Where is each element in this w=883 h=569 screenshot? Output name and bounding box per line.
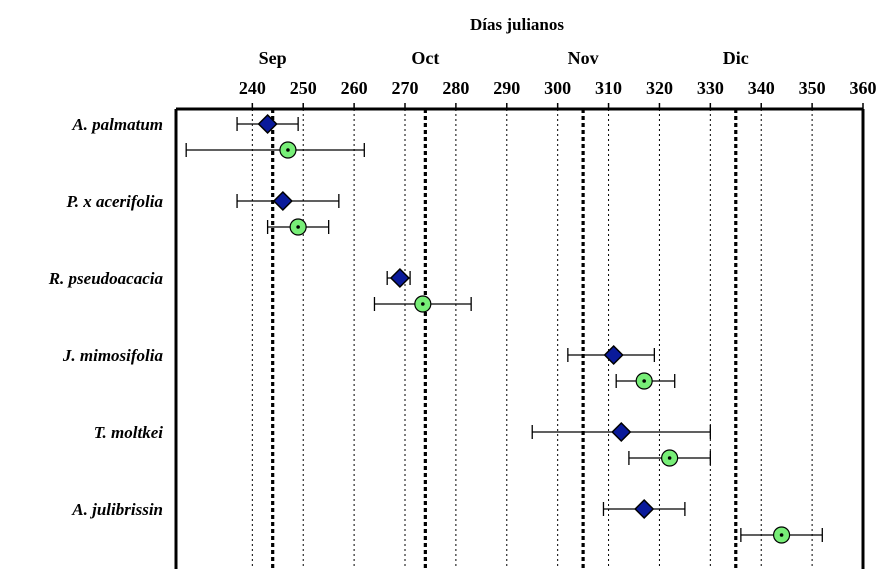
grid-layer	[251, 109, 813, 569]
tick-label: 300	[544, 78, 571, 98]
species-label: A. palmatum	[71, 115, 163, 134]
tick-label: 250	[290, 78, 317, 98]
month-label: Oct	[411, 48, 439, 68]
tick-label: 310	[595, 78, 622, 98]
mean-diamond-marker	[389, 267, 410, 289]
tick-label: 360	[850, 78, 877, 98]
tick-label: 240	[239, 78, 266, 98]
tick-label: 260	[341, 78, 368, 98]
species-label: T. moltkei	[94, 423, 164, 442]
month-label: Sep	[259, 48, 287, 68]
axis-layer	[174, 103, 865, 569]
mean-circle-center-dot	[421, 302, 425, 306]
mean-circle-center-dot	[667, 456, 672, 460]
month-label: Dic	[723, 48, 749, 68]
tick-label: 290	[493, 78, 520, 98]
mean-circle-center-dot	[779, 533, 784, 537]
mean-diamond-marker	[611, 421, 632, 443]
mean-circle-center-dot	[286, 148, 290, 152]
species-label: R. pseudoacacia	[48, 269, 164, 288]
species-label: J. mimosifolia	[62, 346, 164, 365]
label-layer: 240 250 260 270 280 290 300 310 320 330 340 350 360 S…	[48, 48, 877, 519]
tick-label: 320	[646, 78, 673, 98]
species-label: A. julibrissin	[71, 500, 163, 519]
mean-circle-center-dot	[642, 379, 646, 383]
chart-title: Días julianos	[470, 15, 564, 34]
tick-label: 340	[748, 78, 775, 98]
mean-diamond-marker	[634, 498, 655, 520]
tick-label: 270	[392, 78, 419, 98]
species-label: P. x acerifolia	[66, 192, 164, 211]
month-label: Nov	[568, 48, 599, 68]
marks-layer	[185, 113, 823, 544]
month-boundary-layer	[271, 109, 738, 569]
mean-diamond-marker	[257, 113, 278, 135]
tick-label: 330	[697, 78, 724, 98]
mean-diamond-marker	[603, 344, 624, 366]
mean-diamond-marker	[272, 190, 293, 212]
tick-label: 280	[442, 78, 469, 98]
mean-circle-center-dot	[296, 225, 300, 229]
tick-label: 350	[799, 78, 826, 98]
